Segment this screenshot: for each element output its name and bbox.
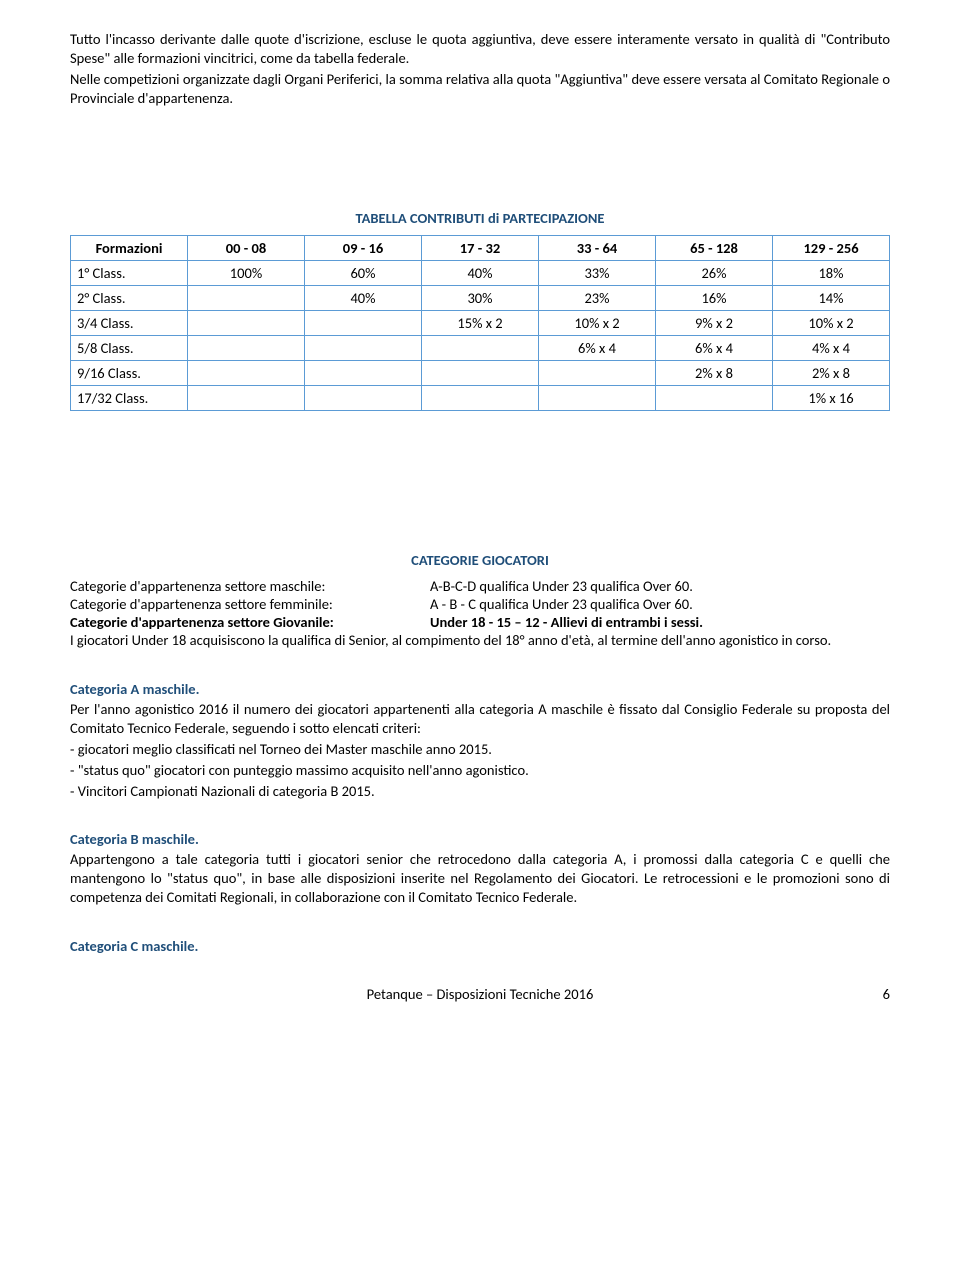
th-col-2: 09 - 16 — [305, 236, 422, 261]
categoria-label: Categorie d'appartenenza settore Giovani… — [70, 613, 430, 631]
cell: 10% x 2 — [773, 311, 890, 336]
spacer — [70, 909, 890, 923]
tabella-contributi: Formazioni 00 - 08 09 - 16 17 - 32 33 - … — [70, 235, 890, 411]
cell — [188, 361, 305, 386]
table-row: 3/4 Class.15% x 210% x 29% x 210% x 2 — [71, 311, 890, 336]
cell: 2% x 8 — [656, 361, 773, 386]
cell — [188, 311, 305, 336]
tabella-title: TABELLA CONTRIBUTI di PARTECIPAZIONE — [70, 209, 890, 227]
cell: 26% — [656, 261, 773, 286]
table-row: 1° Class.100%60%40%33%26%18% — [71, 261, 890, 286]
row-label: 17/32 Class. — [71, 386, 188, 411]
cell: 6% x 4 — [539, 336, 656, 361]
cell — [188, 386, 305, 411]
page: Tutto l'incasso derivante dalle quote d'… — [0, 0, 960, 1033]
categoria-row: Categorie d'appartenenza settore maschil… — [70, 577, 890, 595]
cell: 23% — [539, 286, 656, 311]
spacer — [70, 501, 890, 541]
categorie-title: CATEGORIE GIOCATORI — [70, 551, 890, 569]
table-header-row: Formazioni 00 - 08 09 - 16 17 - 32 33 - … — [71, 236, 890, 261]
categoria-row: Categorie d'appartenenza settore femmini… — [70, 595, 890, 613]
th-col-3: 17 - 32 — [422, 236, 539, 261]
table-row: 2° Class. 40%30%23%16%14% — [71, 286, 890, 311]
cat-a-title: Categoria A maschile. — [70, 680, 890, 698]
cat-a-bullet-2: - "status quo" giocatori con punteggio m… — [70, 761, 890, 780]
cell: 1% x 16 — [773, 386, 890, 411]
th-col-4: 33 - 64 — [539, 236, 656, 261]
cell: 4% x 4 — [773, 336, 890, 361]
cat-b-p1: Appartengono a tale categoria tutti i gi… — [70, 850, 890, 907]
cell — [422, 336, 539, 361]
intro-paragraph-2: Nelle competizioni organizzate dagli Org… — [70, 70, 890, 108]
categoria-row: Categorie d'appartenenza settore Giovani… — [70, 613, 890, 631]
cat-b-title: Categoria B maschile. — [70, 830, 890, 848]
cell: 2% x 8 — [773, 361, 890, 386]
cell: 100% — [188, 261, 305, 286]
cell: 40% — [422, 261, 539, 286]
footer-center: Petanque – Disposizioni Tecniche 2016 — [367, 985, 594, 1003]
categoria-value: A-B-C-D qualifica Under 23 qualifica Ove… — [430, 577, 890, 595]
cat-a-bullet-3: - Vincitori Campionati Nazionali di cate… — [70, 782, 890, 801]
categoria-value: A - B - C qualifica Under 23 qualifica O… — [430, 595, 890, 613]
cell — [656, 386, 773, 411]
spacer — [70, 652, 890, 666]
th-col-1: 00 - 08 — [188, 236, 305, 261]
row-label: 1° Class. — [71, 261, 188, 286]
cat-a-bullet-1: - giocatori meglio classificati nel Torn… — [70, 740, 890, 759]
cell — [539, 361, 656, 386]
cell — [422, 361, 539, 386]
cell — [539, 386, 656, 411]
cell — [305, 386, 422, 411]
categoria-label: Categorie d'appartenenza settore maschil… — [70, 577, 430, 595]
cell — [188, 286, 305, 311]
cell — [305, 336, 422, 361]
row-label: 2° Class. — [71, 286, 188, 311]
footer: Petanque – Disposizioni Tecniche 2016 6 — [70, 985, 890, 1003]
cell: 16% — [656, 286, 773, 311]
cell — [188, 336, 305, 361]
table-row: 5/8 Class.6% x 46% x 44% x 4 — [71, 336, 890, 361]
cell: 9% x 2 — [656, 311, 773, 336]
cell: 14% — [773, 286, 890, 311]
cell: 15% x 2 — [422, 311, 539, 336]
cell: 18% — [773, 261, 890, 286]
categorie-rows: Categorie d'appartenenza settore maschil… — [70, 577, 890, 631]
cell: 40% — [305, 286, 422, 311]
cell — [305, 311, 422, 336]
table-row: 17/32 Class. 1% x 16 — [71, 386, 890, 411]
row-label: 5/8 Class. — [71, 336, 188, 361]
cell — [422, 386, 539, 411]
cell — [305, 361, 422, 386]
spacer — [70, 802, 890, 816]
spacer — [70, 411, 890, 501]
th-formazioni: Formazioni — [71, 236, 188, 261]
cell: 60% — [305, 261, 422, 286]
categoria-label: Categorie d'appartenenza settore femmini… — [70, 595, 430, 613]
row-label: 9/16 Class. — [71, 361, 188, 386]
th-col-6: 129 - 256 — [773, 236, 890, 261]
cell: 6% x 4 — [656, 336, 773, 361]
cell: 33% — [539, 261, 656, 286]
table-body: 1° Class.100%60%40%33%26%18%2° Class.40%… — [71, 261, 890, 411]
row-label: 3/4 Class. — [71, 311, 188, 336]
categoria-value: Under 18 - 15 – 12 - Allievi di entrambi… — [430, 613, 890, 631]
footer-page-number: 6 — [883, 985, 890, 1003]
cell: 10% x 2 — [539, 311, 656, 336]
cell: 30% — [422, 286, 539, 311]
intro-paragraph-1: Tutto l'incasso derivante dalle quote d'… — [70, 30, 890, 68]
cat-c-title: Categoria C maschile. — [70, 937, 890, 955]
table-row: 9/16 Class. 2% x 82% x 8 — [71, 361, 890, 386]
categorie-note: I giocatori Under 18 acquisiscono la qua… — [70, 631, 890, 650]
spacer — [70, 109, 890, 199]
th-col-5: 65 - 128 — [656, 236, 773, 261]
cat-a-p1: Per l'anno agonistico 2016 il numero dei… — [70, 700, 890, 738]
